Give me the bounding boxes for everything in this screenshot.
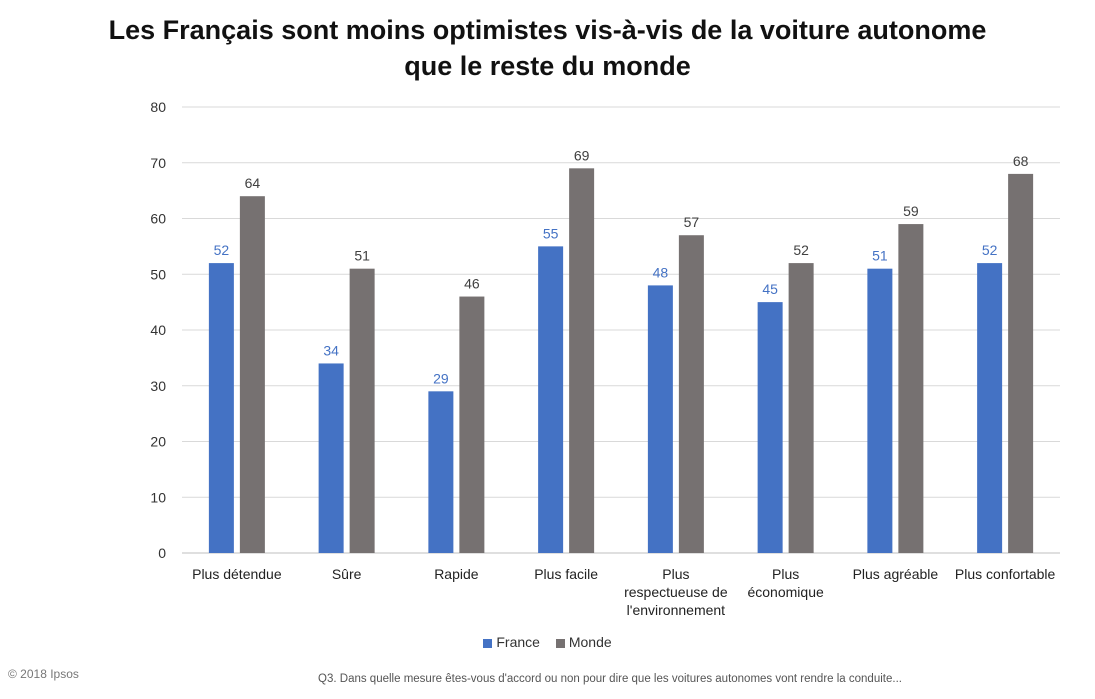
data-label-france-1: 34 bbox=[323, 342, 339, 358]
x-tick-label-4-line-2: l'environnement bbox=[627, 602, 726, 618]
x-tick-label-2-line-0: Rapide bbox=[434, 566, 479, 582]
bar-monde-0 bbox=[239, 196, 265, 553]
bar-france-1 bbox=[318, 363, 344, 553]
chart-title: Les Français sont moins optimistes vis-à… bbox=[0, 12, 1095, 84]
y-tick-label-0: 0 bbox=[158, 545, 166, 561]
y-tick-label-10: 10 bbox=[150, 489, 166, 505]
legend: France Monde bbox=[0, 634, 1095, 650]
data-label-france-6: 51 bbox=[872, 248, 888, 264]
x-tick-label-6-line-0: Plus agréable bbox=[853, 566, 939, 582]
bar-monde-5 bbox=[788, 263, 814, 553]
data-label-monde-3: 69 bbox=[574, 147, 590, 163]
data-label-france-2: 29 bbox=[433, 370, 449, 386]
footnote-question: Q3. Dans quelle mesure êtes-vous d'accor… bbox=[318, 673, 902, 685]
x-tick-label-7-line-0: Plus confortable bbox=[955, 566, 1056, 582]
legend-label-monde: Monde bbox=[568, 634, 612, 650]
bar-monde-7 bbox=[1008, 173, 1034, 553]
bar-monde-6 bbox=[898, 224, 924, 553]
data-label-monde-2: 46 bbox=[464, 276, 480, 292]
y-tick-label-20: 20 bbox=[150, 434, 166, 450]
legend-swatch-monde bbox=[555, 638, 565, 648]
legend-item-france: France bbox=[483, 634, 540, 650]
data-label-france-7: 52 bbox=[982, 242, 998, 258]
bar-france-0 bbox=[208, 263, 234, 553]
y-tick-label-40: 40 bbox=[150, 322, 166, 338]
x-tick-label-5-line-1: économique bbox=[747, 584, 823, 600]
chart-title-line-2: que le reste du monde bbox=[404, 51, 691, 81]
y-tick-label-30: 30 bbox=[150, 378, 166, 394]
data-label-monde-7: 68 bbox=[1013, 153, 1029, 169]
y-tick-label-50: 50 bbox=[150, 266, 166, 282]
legend-swatch-france bbox=[483, 638, 493, 648]
x-tick-label-4-line-1: respectueuse de bbox=[624, 584, 728, 600]
x-tick-label-0-line-0: Plus détendue bbox=[192, 566, 282, 582]
bar-chart: 0 10 20 30 40 50 60 70 80 52 64 Plus détendue 34 51 Sû… bbox=[150, 99, 1060, 618]
x-tick-label-4-line-0: Plus bbox=[662, 566, 689, 582]
data-label-france-5: 45 bbox=[762, 281, 778, 297]
bar-france-3 bbox=[538, 246, 564, 553]
bar-france-5 bbox=[757, 302, 783, 553]
y-tick-label-60: 60 bbox=[150, 211, 166, 227]
legend-item-monde: Monde bbox=[555, 634, 612, 650]
bar-monde-1 bbox=[349, 268, 375, 553]
data-label-france-4: 48 bbox=[653, 264, 669, 280]
data-label-france-0: 52 bbox=[214, 242, 230, 258]
bar-france-2 bbox=[428, 391, 454, 553]
bar-monde-4 bbox=[678, 235, 704, 553]
x-tick-label-5-line-0: Plus bbox=[772, 566, 799, 582]
bar-france-6 bbox=[867, 268, 893, 553]
bar-france-4 bbox=[647, 285, 673, 553]
data-label-monde-0: 64 bbox=[245, 175, 261, 191]
x-tick-label-1-line-0: Sûre bbox=[332, 566, 362, 582]
x-tick-label-3-line-0: Plus facile bbox=[534, 566, 598, 582]
chart-title-line-1: Les Français sont moins optimistes vis-à… bbox=[108, 15, 987, 45]
data-label-monde-1: 51 bbox=[354, 248, 370, 264]
data-label-france-3: 55 bbox=[543, 225, 559, 241]
legend-label-france: France bbox=[496, 634, 540, 650]
copyright: © 2018 Ipsos bbox=[8, 667, 79, 681]
y-tick-label-70: 70 bbox=[150, 155, 166, 171]
data-label-monde-4: 57 bbox=[684, 214, 700, 230]
bar-monde-3 bbox=[569, 168, 595, 553]
y-tick-label-80: 80 bbox=[150, 99, 166, 115]
bar-monde-2 bbox=[459, 296, 485, 553]
data-label-monde-6: 59 bbox=[903, 203, 919, 219]
bar-france-7 bbox=[977, 263, 1003, 553]
data-label-monde-5: 52 bbox=[793, 242, 809, 258]
